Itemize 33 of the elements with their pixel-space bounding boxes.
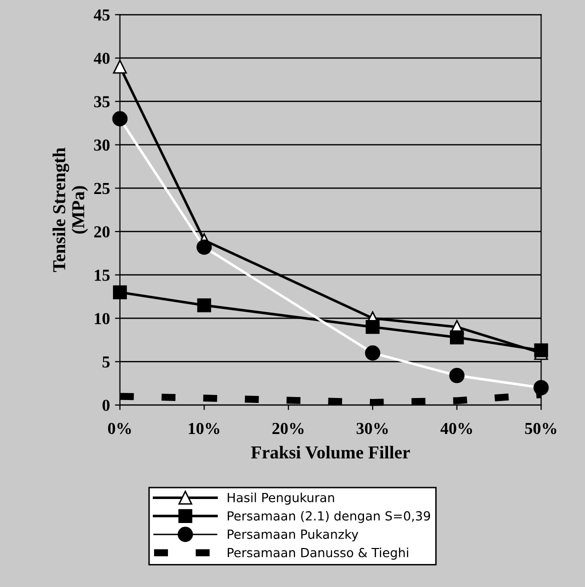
x-tick-label: 40% [440, 422, 472, 434]
x-axis-title: Fraksi Volume Filler [251, 446, 410, 459]
legend-label: Persamaan (2.1) dengan S=0,39 [228, 510, 430, 524]
y-tick-label: 20 [94, 226, 110, 238]
legend-label: Hasil Pengukuran [228, 492, 334, 505]
point [112, 285, 127, 300]
point [112, 60, 127, 74]
y-tick-label: 0 [102, 400, 110, 411]
point [534, 343, 548, 358]
y-tick-label: 35 [94, 96, 110, 108]
point [365, 345, 380, 361]
point [450, 330, 464, 344]
y-tick-label: 5 [102, 356, 110, 368]
x-tick-label: 0% [108, 422, 131, 434]
y-tick-label: 30 [94, 139, 110, 151]
point [366, 320, 380, 334]
y-axis-title: Tensile Strength (MPa) [52, 148, 88, 272]
point [449, 368, 465, 384]
x-tick-label: 20% [272, 422, 304, 434]
y-tick-label: 25 [94, 182, 110, 194]
y-tick-label: 10 [94, 312, 110, 324]
x-tick-label: 10% [188, 422, 220, 434]
point [196, 240, 212, 255]
point [533, 380, 549, 396]
legend-label: Persamaan Danusso & Tieghi [228, 548, 408, 560]
y-tick-label: 40 [94, 52, 110, 64]
point [112, 111, 128, 126]
y-tick-label: 45 [94, 9, 110, 21]
x-tick-label: 50% [525, 422, 556, 434]
y-tick-label: 15 [94, 270, 110, 281]
x-tick-label: 30% [356, 422, 388, 434]
point [197, 298, 212, 312]
legend-label: Persamaan Pukanzky [228, 529, 358, 542]
